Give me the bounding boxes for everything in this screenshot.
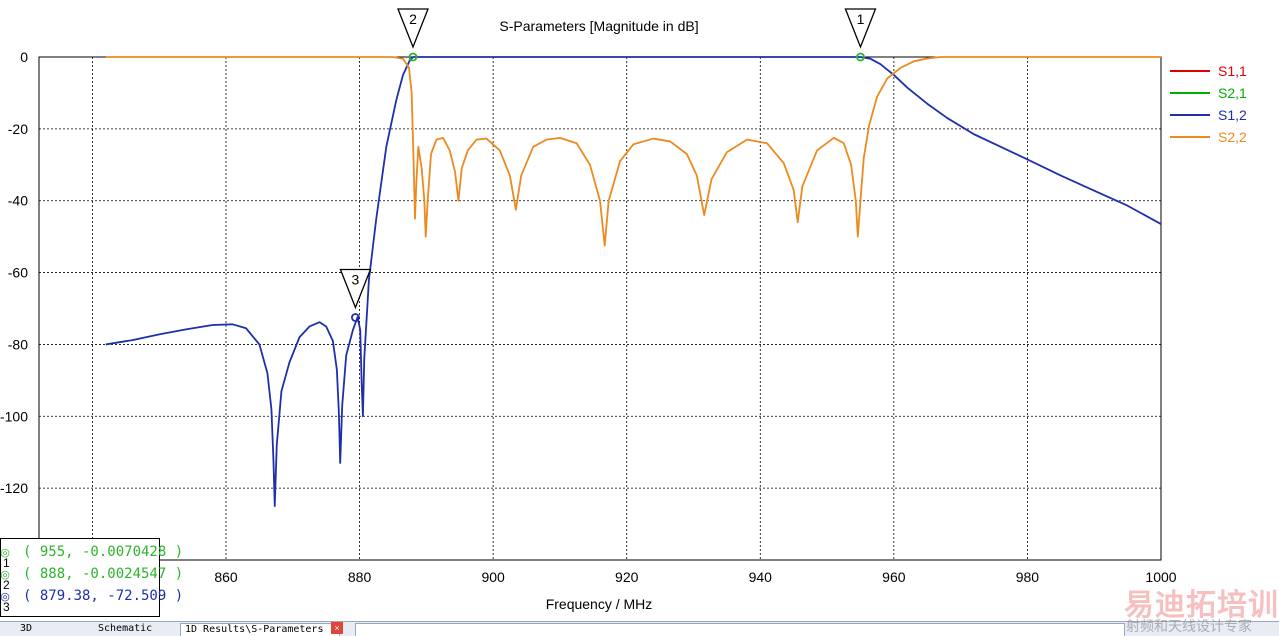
legend-label: S1,1 (1218, 63, 1247, 79)
marker-flag-1[interactable] (844, 8, 877, 49)
x-tick-label: 920 (615, 569, 639, 585)
x-tick-label: 1000 (1145, 569, 1176, 585)
y-tick-label: -20 (8, 121, 28, 137)
y-tick-label: 0 (20, 49, 28, 65)
x-tick-label: 960 (882, 569, 906, 585)
y-tick-label: -120 (0, 480, 28, 496)
y-tick-label: -60 (8, 265, 28, 281)
x-tick-label: 900 (481, 569, 505, 585)
close-icon[interactable]: × (331, 622, 343, 634)
tab-schematic[interactable]: Schematic (98, 623, 153, 634)
watermark-tagline: 射频和天线设计专家 (1126, 619, 1252, 635)
marker-label-3: 3 (352, 272, 360, 288)
y-tick-label: -100 (0, 408, 28, 424)
marker-point-1[interactable] (856, 52, 865, 62)
plot-frame (38, 56, 1162, 561)
marker-label-1: 1 (857, 11, 865, 27)
marker-point-2[interactable] (408, 52, 418, 62)
plot-axes: 84086088090092094096098010000-20-40-60-8… (0, 49, 1177, 585)
tab-bar: 3D Schematic 1D Results\S-Parameters × (0, 621, 1279, 636)
marker-id: 1 (3, 556, 10, 570)
marker-readout-3: ( 879.38, -72.509 ) (23, 588, 184, 604)
marker-flag-2[interactable] (397, 8, 429, 49)
x-tick-label: 940 (749, 569, 773, 585)
x-axis-label: Frequency / MHz (546, 596, 653, 612)
legend-label: S1,2 (1218, 107, 1247, 123)
legend-label: S2,2 (1218, 129, 1247, 145)
legend: S1,1 S2,1 S1,2 S2,2 (1170, 63, 1247, 145)
watermark-brand: 易迪拓培训 (1124, 588, 1279, 623)
marker-point-3[interactable] (351, 313, 360, 322)
grid-lines (39, 57, 1161, 560)
y-tick-label: -80 (8, 336, 28, 352)
marker-readout-1: ( 955, -0.0070428 ) (23, 544, 184, 560)
marker-icon: ◎ (0, 591, 10, 603)
markers: 1 2 3 (339, 8, 877, 322)
marker-readout-2: ( 888, -0.0024547 ) (23, 566, 184, 582)
tab-3d[interactable]: 3D (20, 623, 33, 634)
marker-icon: ◎ (0, 547, 10, 559)
marker-label-2: 2 (409, 11, 417, 27)
chart-title: S-Parameters [Magnitude in dB] (499, 18, 698, 34)
tab-s-parameters[interactable]: 1D Results\S-Parameters (180, 623, 340, 636)
series-line-S2-2 (105, 56, 1161, 247)
marker-id: 2 (3, 578, 10, 592)
x-tick-label: 860 (214, 569, 238, 585)
y-tick-label: -40 (8, 193, 28, 209)
series-lines (105, 56, 1162, 508)
series-line-S1-2 (105, 56, 1162, 508)
marker-icon: ◎ (0, 569, 10, 581)
x-tick-label: 980 (1016, 569, 1040, 585)
x-tick-label: 880 (348, 569, 372, 585)
marker-readout-panel: ◎ 1( 955, -0.0070428 ) ◎ 2( 888, -0.0024547… (0, 538, 183, 617)
tab-empty[interactable] (355, 623, 1125, 636)
marker-id: 3 (3, 600, 10, 614)
legend-label: S2,1 (1218, 85, 1247, 101)
marker-flag-3[interactable] (339, 268, 372, 310)
